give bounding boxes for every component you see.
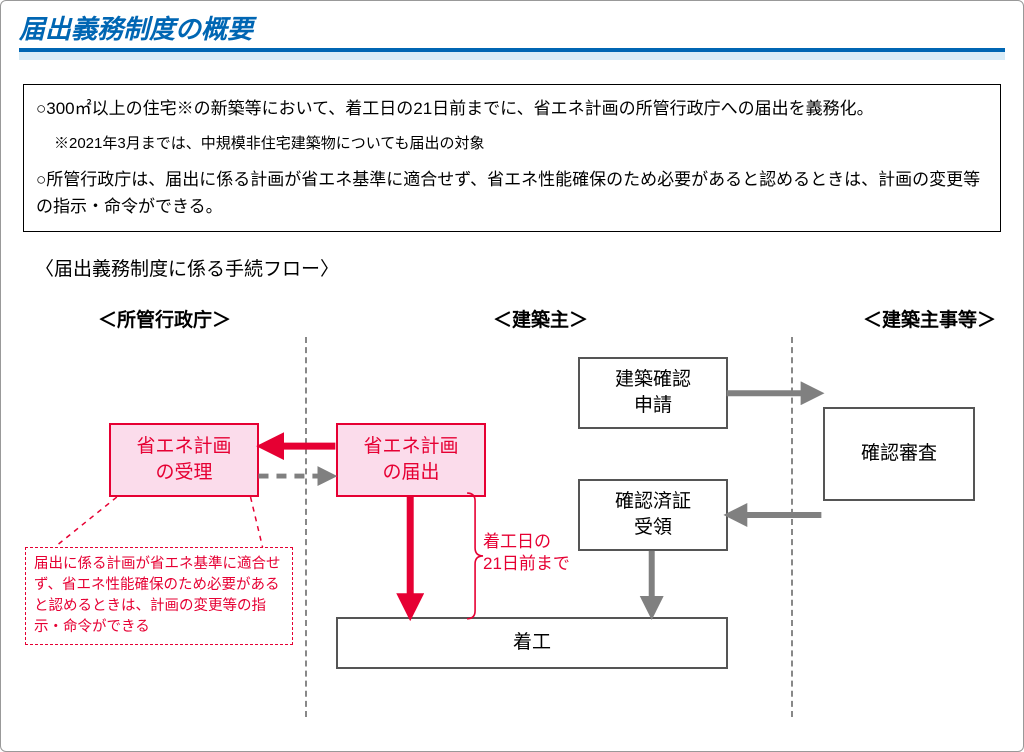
summary-para-2: ○所管行政庁は、届出に係る計画が省エネ基準に適合せず、省エネ性能確保のため必要が… (36, 166, 988, 220)
column-divider-1 (305, 337, 307, 717)
box-plan-notify-label: 省エネ計画の届出 (363, 434, 458, 485)
deadline-label-line1: 着工日の (483, 532, 551, 551)
deadline-bracket (467, 493, 483, 619)
box-cert-receipt: 確認済証受領 (578, 479, 728, 551)
box-start: 着工 (336, 617, 728, 669)
box-plan-receipt-label: 省エネ計画の受理 (136, 434, 231, 485)
flow-title: 〈届出義務制度に係る手続フロー〉 (35, 254, 989, 281)
box-start-label: 着工 (513, 630, 551, 656)
box-cert-receipt-label: 確認済証受領 (615, 489, 691, 540)
box-confirm-apply-label: 建築確認申請 (615, 367, 691, 418)
box-confirm-apply: 建築確認申請 (578, 357, 728, 429)
summary-para-1: ○300㎡以上の住宅※の新築等において、着工日の21日前までに、省エネ計画の所管… (36, 95, 988, 122)
authority-note: 届出に係る計画が省エネ基準に適合せず、省エネ性能確保のため必要があると認めるとき… (25, 547, 293, 645)
box-review-label: 確認審査 (861, 441, 937, 467)
box-plan-notify: 省エネ計画の届出 (336, 423, 486, 497)
summary-note: ※2021年3月までは、中規模非住宅建築物についても届出の対象 (54, 132, 988, 156)
authority-note-text: 届出に係る計画が省エネ基準に適合せず、省エネ性能確保のため必要があると認めるとき… (34, 556, 281, 635)
title-underline-sub (19, 52, 1005, 60)
page-title: 届出義務制度の概要 (19, 9, 1005, 46)
summary-box: ○300㎡以上の住宅※の新築等において、着工日の21日前までに、省エネ計画の所管… (23, 84, 1001, 232)
connector-note-right (251, 497, 263, 547)
deadline-label-line2: 21日前まで (483, 554, 570, 573)
column-divider-2 (791, 337, 793, 717)
flow-diagram: ＜所管行政庁＞ ＜建築主＞ ＜建築主事等＞ 省エネ計画の受理 省エネ計画の届出 … (23, 289, 1001, 729)
deadline-label: 着工日の 21日前まで (483, 531, 570, 575)
box-plan-receipt: 省エネ計画の受理 (109, 423, 259, 497)
connector-note-left (55, 497, 117, 547)
col-header-authority: ＜所管行政庁＞ (98, 305, 231, 332)
box-review: 確認審査 (823, 407, 975, 501)
col-header-officer: ＜建築主事等＞ (863, 305, 996, 332)
col-header-owner: ＜建築主＞ (493, 305, 588, 332)
title-bar: 届出義務制度の概要 (1, 1, 1023, 64)
